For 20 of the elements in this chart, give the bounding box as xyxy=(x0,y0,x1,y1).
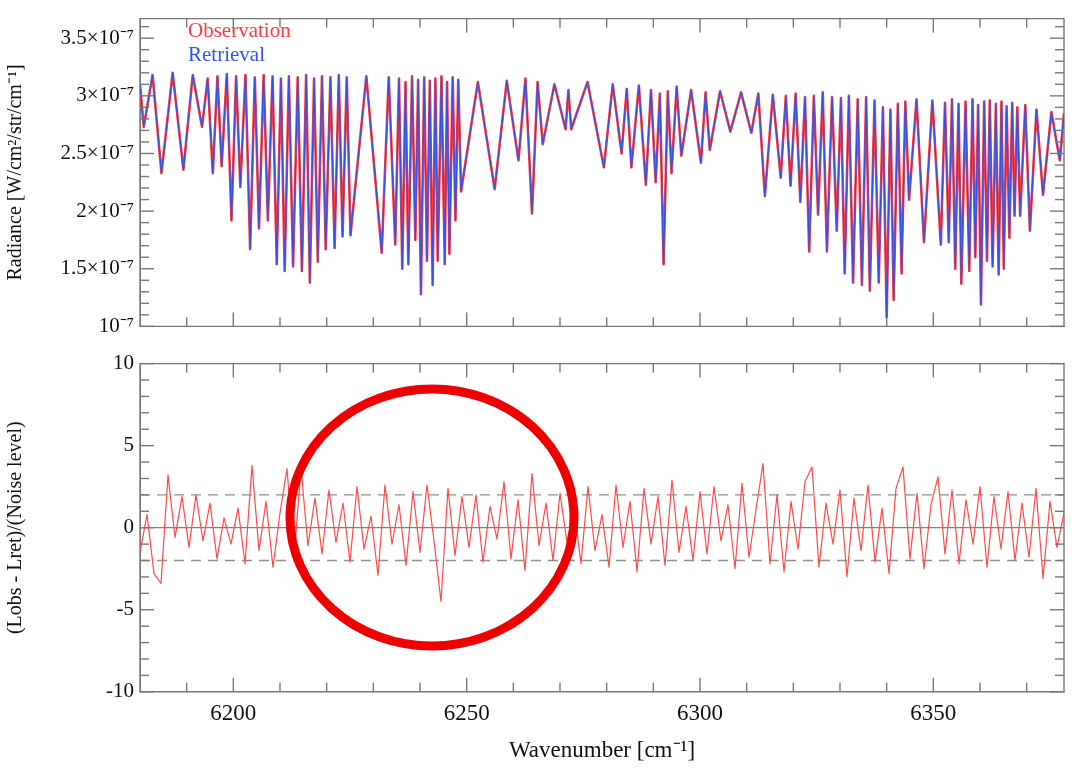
y-axis-title: (Lobs - Lret)/(Noise level) xyxy=(3,421,27,635)
y-tick-label: 2.5×10⁻⁷ xyxy=(60,139,134,164)
y-tick-label: 10 xyxy=(113,350,134,375)
y-tick-label: 0 xyxy=(123,514,134,539)
y-axis-title: Radiance [W/cm²/str/cm⁻¹] xyxy=(3,64,26,281)
series-label: Retrieval xyxy=(188,41,266,66)
y-tick-label: 2×10⁻⁷ xyxy=(76,197,134,222)
x-tick-label: 6250 xyxy=(443,699,490,725)
x-tick-label: 6300 xyxy=(677,699,723,725)
y-tick-label: 3.5×10⁻⁷ xyxy=(60,24,134,49)
y-tick-label: -10 xyxy=(106,678,134,703)
x-tick-label: 6350 xyxy=(910,699,957,725)
y-tick-label: 3×10⁻⁷ xyxy=(76,82,134,107)
x-tick-label: 6200 xyxy=(210,699,257,725)
x-axis-title: Wavenumber [cm⁻¹] xyxy=(508,737,696,763)
y-tick-label: -5 xyxy=(116,596,134,621)
y-tick-label: 5 xyxy=(123,432,134,457)
y-tick-label: 10⁻⁷ xyxy=(98,312,134,337)
series-label: Observation xyxy=(188,17,292,42)
y-tick-label: 1.5×10⁻⁷ xyxy=(60,255,134,280)
